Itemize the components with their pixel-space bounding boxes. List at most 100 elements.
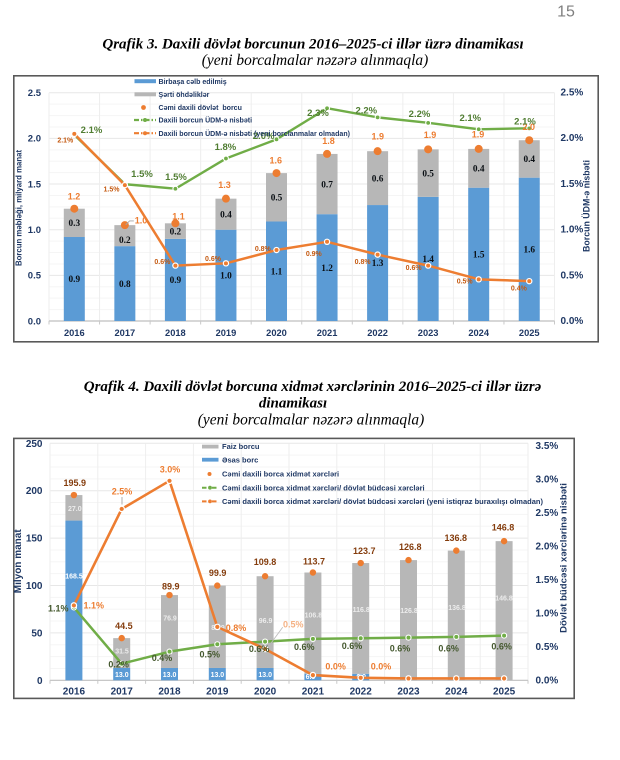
svg-text:200: 200 <box>26 486 43 497</box>
svg-text:109.8: 109.8 <box>254 557 277 567</box>
svg-text:1.9: 1.9 <box>472 129 485 139</box>
svg-text:0.0%: 0.0% <box>536 675 559 686</box>
svg-text:Daxili borcun ÜDM-ə nisbəti: Daxili borcun ÜDM-ə nisbəti <box>159 116 253 125</box>
svg-text:Cəmi daxili borca xidmət xərcl: Cəmi daxili borca xidmət xərcləri/ dövlə… <box>222 483 425 492</box>
svg-text:2.2%: 2.2% <box>355 106 377 117</box>
svg-text:0.6%: 0.6% <box>154 259 171 266</box>
svg-text:2.0%: 2.0% <box>253 131 275 142</box>
svg-text:0.0%: 0.0% <box>561 316 584 327</box>
svg-text:Faiz borcu: Faiz borcu <box>222 442 260 451</box>
svg-text:Milyon manat: Milyon manat <box>13 529 24 594</box>
svg-text:1.1%: 1.1% <box>83 601 104 611</box>
svg-text:1.1: 1.1 <box>172 211 185 221</box>
svg-text:0.4: 0.4 <box>523 155 535 165</box>
svg-text:96.9: 96.9 <box>259 618 273 625</box>
svg-text:0.0: 0.0 <box>28 316 41 327</box>
svg-text:195.9: 195.9 <box>64 478 87 488</box>
svg-text:146.8: 146.8 <box>492 522 515 532</box>
svg-text:2024: 2024 <box>468 328 490 338</box>
svg-text:Daxili borcun ÜDM-ə nisbəti (y: Daxili borcun ÜDM-ə nisbəti (yeni borcla… <box>159 129 350 138</box>
svg-text:2.0: 2.0 <box>522 122 535 132</box>
svg-text:dinamikası: dinamikası <box>259 396 327 412</box>
svg-text:0.4: 0.4 <box>473 165 485 175</box>
svg-text:1.0: 1.0 <box>28 225 41 236</box>
svg-text:1.2: 1.2 <box>68 192 81 202</box>
svg-text:2019: 2019 <box>206 687 229 698</box>
svg-text:2023: 2023 <box>418 328 439 338</box>
svg-text:2.5%: 2.5% <box>536 508 559 519</box>
svg-text:Dövlət büdcəsi xərclərinə nisb: Dövlət büdcəsi xərclərinə nisbəti <box>559 483 570 633</box>
svg-text:0.8%: 0.8% <box>255 246 272 253</box>
svg-text:1.5: 1.5 <box>28 179 42 190</box>
svg-text:2.5%: 2.5% <box>112 486 133 496</box>
svg-text:106.8: 106.8 <box>305 613 323 620</box>
svg-text:2.1%: 2.1% <box>57 138 74 145</box>
svg-text:1.1%: 1.1% <box>48 604 69 614</box>
svg-text:27.0: 27.0 <box>68 506 82 513</box>
svg-text:(yeni borcalmalar nəzərə alınm: (yeni borcalmalar nəzərə alınmaqla) <box>198 412 424 429</box>
svg-text:31.5: 31.5 <box>115 649 129 656</box>
svg-text:0.2%: 0.2% <box>108 660 129 670</box>
svg-text:0.5: 0.5 <box>28 271 42 282</box>
svg-text:1.0%: 1.0% <box>561 225 584 236</box>
svg-text:Şərti öhdəliklər: Şərti öhdəliklər <box>159 92 210 99</box>
svg-text:0.6%: 0.6% <box>342 641 363 651</box>
svg-text:1.5%: 1.5% <box>131 169 153 180</box>
svg-text:Birbaşa cəlb edilmiş: Birbaşa cəlb edilmiş <box>159 79 227 86</box>
svg-text:13.0: 13.0 <box>211 672 225 679</box>
svg-text:99.9: 99.9 <box>209 568 227 578</box>
svg-text:0.4%: 0.4% <box>511 286 528 293</box>
svg-text:2017: 2017 <box>115 328 136 338</box>
svg-text:3.0%: 3.0% <box>160 465 181 475</box>
svg-text:1.5%: 1.5% <box>165 172 187 183</box>
svg-text:2.0: 2.0 <box>28 134 41 145</box>
svg-text:Cəmi daxili borca xidmət xərcl: Cəmi daxili borca xidmət xərcləri <box>222 470 339 479</box>
svg-text:1.2: 1.2 <box>321 264 333 274</box>
svg-text:0.0%: 0.0% <box>325 662 346 672</box>
svg-text:1.5: 1.5 <box>473 251 485 261</box>
svg-text:13.0: 13.0 <box>115 672 129 679</box>
svg-text:1.6: 1.6 <box>269 156 282 166</box>
svg-text:Cəmi daxili borca xidmət xərcl: Cəmi daxili borca xidmət xərcləri/ dövlə… <box>222 497 543 506</box>
svg-text:0.6%: 0.6% <box>491 642 512 652</box>
svg-text:0.4: 0.4 <box>220 210 232 220</box>
svg-text:250: 250 <box>26 439 43 450</box>
svg-text:2016: 2016 <box>64 328 85 338</box>
svg-text:1.6: 1.6 <box>523 246 535 256</box>
svg-text:Əsas borc: Əsas borc <box>222 455 258 464</box>
svg-text:1.3: 1.3 <box>218 180 231 190</box>
svg-text:1.9: 1.9 <box>372 132 385 142</box>
svg-text:2018: 2018 <box>165 328 186 338</box>
svg-text:126.8: 126.8 <box>399 542 422 552</box>
svg-text:0.6%: 0.6% <box>205 256 222 263</box>
svg-text:2023: 2023 <box>397 687 420 698</box>
svg-text:0.6%: 0.6% <box>406 265 423 272</box>
svg-text:0.7: 0.7 <box>321 180 333 190</box>
svg-text:50: 50 <box>31 628 43 639</box>
svg-text:1.8: 1.8 <box>322 136 335 146</box>
svg-text:2.0%: 2.0% <box>536 541 559 552</box>
svg-text:0.5%: 0.5% <box>536 642 559 653</box>
svg-text:0.5%: 0.5% <box>199 650 220 660</box>
svg-text:0.3: 0.3 <box>68 219 80 229</box>
svg-text:1.0: 1.0 <box>220 272 232 282</box>
svg-text:2016: 2016 <box>63 687 86 698</box>
svg-text:1.5%: 1.5% <box>561 179 584 190</box>
svg-text:0.5%: 0.5% <box>561 270 584 281</box>
svg-text:1.0: 1.0 <box>135 216 148 226</box>
svg-text:2020: 2020 <box>254 687 277 698</box>
svg-text:113.7: 113.7 <box>303 557 325 567</box>
svg-text:2.3%: 2.3% <box>307 108 329 119</box>
svg-text:2022: 2022 <box>367 328 388 338</box>
svg-text:123.7: 123.7 <box>353 546 376 556</box>
svg-text:13.0: 13.0 <box>258 672 272 679</box>
svg-text:100: 100 <box>26 581 43 592</box>
svg-text:0.6%: 0.6% <box>438 644 459 654</box>
svg-text:0.2: 0.2 <box>119 236 131 246</box>
svg-text:1.8%: 1.8% <box>215 142 237 153</box>
svg-text:2025: 2025 <box>493 687 516 698</box>
svg-text:2022: 2022 <box>350 687 373 698</box>
svg-text:1.5%: 1.5% <box>104 187 121 194</box>
svg-text:1.5%: 1.5% <box>536 575 559 586</box>
svg-text:0.6%: 0.6% <box>390 644 411 654</box>
